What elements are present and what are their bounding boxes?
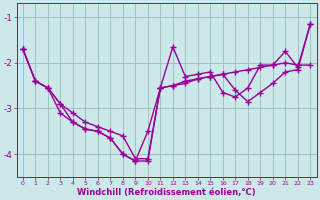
X-axis label: Windchill (Refroidissement éolien,°C): Windchill (Refroidissement éolien,°C): [77, 188, 256, 197]
